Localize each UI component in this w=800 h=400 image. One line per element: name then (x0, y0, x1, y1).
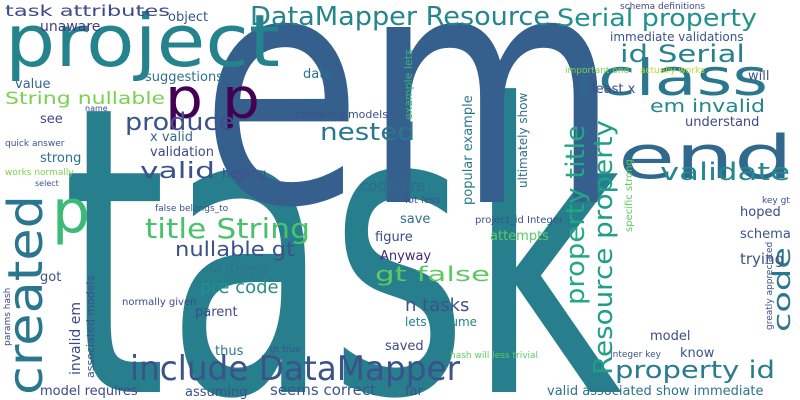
word: code pre (360, 177, 426, 195)
word: nested (320, 118, 415, 146)
word: created (0, 195, 54, 395)
word: x valid (150, 130, 193, 145)
word: hash will less trivial (450, 351, 538, 361)
word: example lets (402, 49, 415, 120)
word: quick answer (5, 139, 65, 149)
word: valid associated show immediate (547, 384, 764, 399)
word: gt true (270, 345, 301, 355)
word: end (618, 123, 793, 193)
word: code (768, 247, 796, 332)
word: task attributes (5, 2, 170, 20)
word: name (85, 104, 108, 113)
word: normally given (122, 297, 196, 308)
word: Resource property (589, 120, 619, 375)
word: know (680, 346, 715, 361)
word: id Serial (620, 40, 745, 68)
word: lets assume (405, 315, 477, 329)
word: em (200, 0, 620, 278)
word: n tasks (405, 295, 469, 316)
word: far (405, 384, 424, 399)
word: la jQuery (210, 262, 269, 277)
word: parent (195, 305, 238, 320)
word: specific strong (624, 159, 635, 232)
word: invalid em (68, 302, 84, 375)
word: strong (40, 151, 81, 166)
word: params hash (3, 288, 13, 346)
word: saved (385, 339, 424, 354)
word: data (303, 67, 332, 82)
word: project_id Integer (475, 215, 564, 226)
word: thus (215, 344, 244, 359)
word: property id (615, 356, 775, 384)
word: task (62, 22, 622, 400)
word: model requires (40, 384, 138, 399)
word: save (400, 212, 430, 227)
word: following models (295, 108, 388, 121)
word: actually works (640, 66, 705, 76)
word: Serial property (557, 4, 757, 32)
word: include DataMapper (130, 349, 460, 389)
word: gt false (375, 262, 490, 286)
word: project (5, 0, 280, 83)
word: object (168, 10, 208, 25)
word: false belongs_to (155, 204, 229, 214)
word: suggestions (145, 70, 223, 85)
word: DataMapper Resource (250, 2, 550, 32)
word: seems correct (270, 381, 376, 399)
word: validation (150, 145, 214, 160)
word: trying (740, 250, 784, 268)
word: model (650, 329, 690, 344)
word: greatly appreciated (765, 242, 775, 330)
word: unaware (40, 19, 100, 35)
word: least x (592, 82, 636, 97)
word: value (15, 77, 51, 92)
word: property title (561, 125, 591, 305)
word: p p (165, 67, 260, 132)
word: key gt (762, 196, 790, 206)
word: em invalid (650, 96, 765, 117)
word: done (577, 63, 591, 93)
word: understand (685, 115, 759, 130)
word: assuming (185, 385, 248, 400)
word: validate (660, 158, 790, 186)
word: Anyway (380, 249, 431, 264)
word: hoped (740, 205, 781, 220)
word: immediate validations (610, 30, 744, 44)
word: attempts (490, 229, 549, 244)
word: produce (125, 108, 235, 136)
word: title String (145, 212, 310, 245)
word: got (40, 270, 61, 285)
word: figure (375, 230, 413, 245)
word: popular example (461, 95, 476, 205)
word: class (598, 49, 768, 107)
word: String nullable (5, 89, 165, 109)
word: nullable gt (175, 237, 295, 261)
word: see (40, 112, 63, 127)
word: important one (565, 66, 630, 76)
word: pre code (200, 277, 279, 298)
word: Integer key (610, 350, 662, 360)
word: lot less (405, 195, 440, 206)
word: valid (140, 159, 215, 184)
word: select (35, 179, 59, 188)
word: hoping (222, 167, 267, 182)
word: p (52, 177, 90, 247)
word: associated models (84, 275, 97, 378)
word: ultimately show (516, 92, 530, 188)
word: schema definitions (620, 2, 705, 12)
word: will (748, 69, 769, 84)
word: works normally (5, 168, 74, 178)
word: schema (740, 227, 791, 242)
